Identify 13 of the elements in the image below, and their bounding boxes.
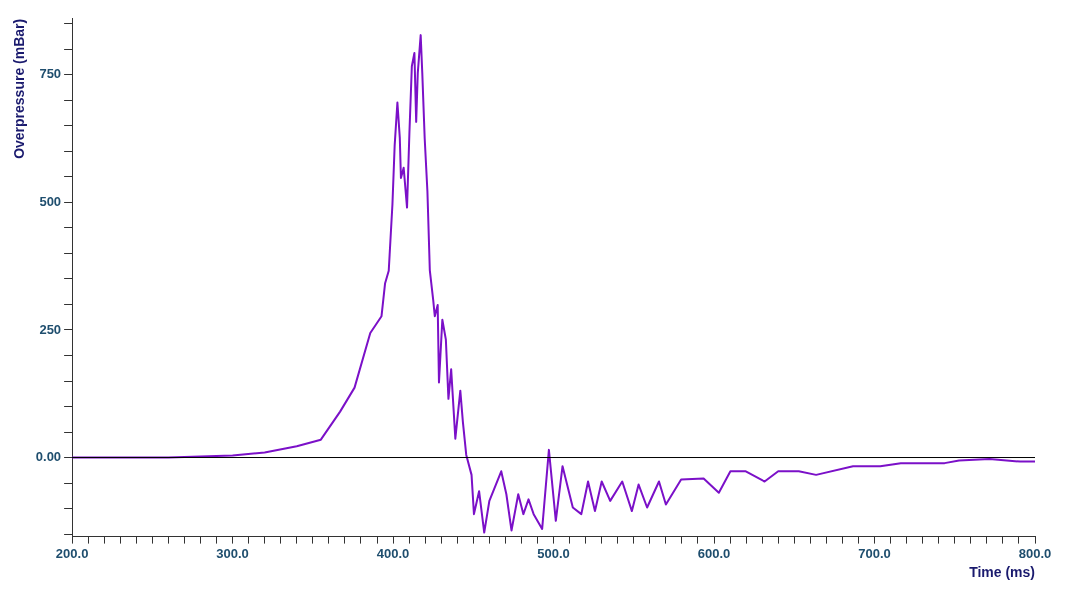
x-tick-label: 400.0 [376, 545, 410, 561]
x-tick-label: 500.0 [537, 545, 570, 561]
x-tick-label: 700.0 [858, 545, 891, 561]
x-tick-label: 200.0 [55, 545, 89, 561]
y-tick-label: 250 [39, 321, 62, 337]
x-tick-label: 600.0 [697, 545, 731, 561]
x-axis-title: Time (ms) [969, 564, 1035, 581]
y-axis-title: Overpressure (mBar) [11, 18, 28, 159]
y-tick-label: 750 [39, 66, 62, 82]
y-tick-label: 500 [39, 194, 62, 210]
x-tick-label: 800.0 [1018, 545, 1052, 561]
x-tick-label: 300.0 [216, 545, 249, 561]
y-tick-label: 0.00 [35, 449, 62, 465]
